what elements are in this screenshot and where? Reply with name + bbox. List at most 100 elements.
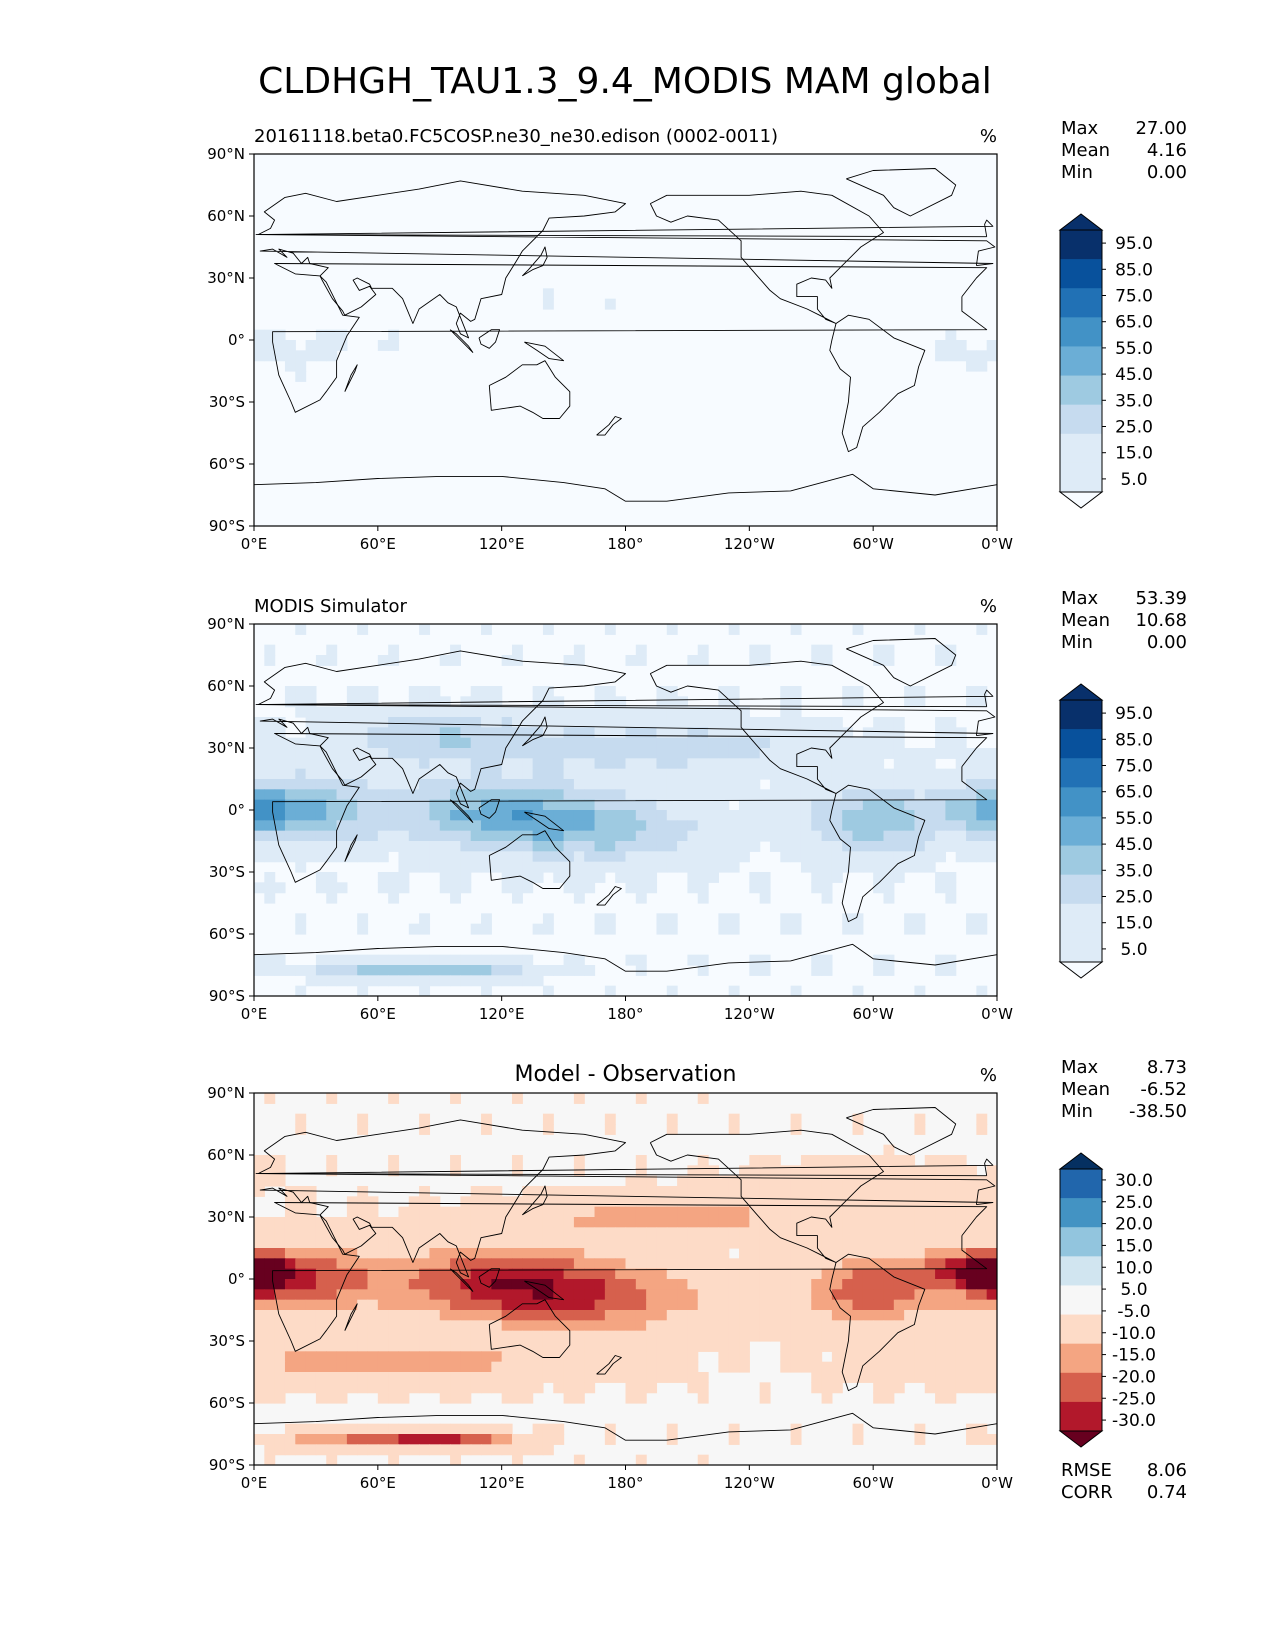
field-cell <box>326 768 338 780</box>
field-cell <box>604 1372 616 1383</box>
field-cell <box>718 861 730 873</box>
field-cell <box>398 1217 410 1228</box>
field-cell <box>935 1382 946 1394</box>
field-cell <box>346 1237 358 1249</box>
field-cell <box>326 841 338 852</box>
field-cell <box>687 1341 699 1352</box>
field-cell <box>439 1341 451 1352</box>
field-cell <box>604 1186 616 1197</box>
field-cell <box>326 882 338 894</box>
field-cell <box>625 810 637 821</box>
field-cell <box>594 1206 606 1218</box>
field-cell <box>305 1382 317 1394</box>
field-cell <box>295 737 307 749</box>
field-cell <box>460 758 472 770</box>
field-cell <box>739 1310 750 1321</box>
field-cell <box>635 882 647 894</box>
field-cell <box>481 913 492 925</box>
field-cell <box>553 1361 565 1373</box>
field-cell <box>615 1372 627 1383</box>
coastline <box>521 716 548 747</box>
field-cell <box>295 923 307 935</box>
field-cell <box>625 1330 637 1342</box>
field-cell <box>924 768 936 780</box>
field-cell <box>976 696 988 708</box>
field-cell <box>542 851 554 863</box>
field-cell <box>842 768 854 780</box>
field-cell <box>584 1248 596 1259</box>
field-cell <box>986 1248 997 1259</box>
field-cell <box>501 810 513 821</box>
field-cell <box>708 768 719 780</box>
field-cell <box>635 644 647 656</box>
field-cell <box>481 965 492 976</box>
field-cell <box>264 851 276 863</box>
stat-value: -6.52 <box>1140 1079 1187 1100</box>
field-cell <box>935 1217 946 1228</box>
field-cell <box>821 965 833 976</box>
field-cell <box>769 789 781 801</box>
field-cell <box>739 737 750 749</box>
field-cell <box>254 1310 265 1321</box>
field-cell <box>677 706 689 718</box>
field-cell <box>532 768 544 780</box>
field-cell <box>450 768 461 780</box>
field-cell <box>326 1372 338 1383</box>
field-cell <box>749 841 761 852</box>
field-cell <box>708 1268 719 1280</box>
field-cell <box>584 1186 596 1197</box>
field-cell <box>553 1248 565 1259</box>
field-cell <box>718 913 730 925</box>
x-tick-label: 60°E <box>360 1005 396 1023</box>
field-cell <box>656 810 668 821</box>
field-cell <box>966 1237 977 1249</box>
field-cell <box>842 1165 854 1177</box>
field-cell <box>460 789 472 801</box>
field-cell <box>935 830 946 842</box>
field-cell <box>697 965 709 976</box>
field-cell <box>914 1113 926 1125</box>
field-cell <box>419 1382 431 1394</box>
field-cell <box>780 1206 792 1218</box>
field-cell <box>749 1186 761 1197</box>
field-cell <box>522 1268 534 1280</box>
field-cell <box>759 1237 771 1249</box>
field-cell <box>274 758 286 770</box>
field-cell <box>759 1175 771 1187</box>
field-cell <box>945 1341 957 1352</box>
field-cell <box>305 1310 317 1321</box>
field-cell <box>800 1330 812 1342</box>
field-cell <box>470 1227 482 1239</box>
field-cell <box>728 1196 740 1208</box>
field-cell <box>573 799 585 811</box>
field-cell <box>945 1361 957 1373</box>
field-cell <box>398 830 410 842</box>
field-cell <box>862 1155 874 1166</box>
field-cell <box>759 655 771 666</box>
field-cell <box>955 1227 967 1239</box>
coastline <box>521 246 548 277</box>
field-cell <box>398 768 410 780</box>
field-cell <box>584 810 596 821</box>
field-cell <box>274 768 286 780</box>
field-cell <box>326 975 338 987</box>
field-cell <box>821 1206 833 1218</box>
field-cell <box>305 841 317 852</box>
field-cell <box>759 1279 771 1290</box>
field-cell <box>511 1196 523 1208</box>
field-cell <box>511 789 523 801</box>
field-cell <box>563 1196 575 1208</box>
field-cell <box>315 727 327 739</box>
field-cell <box>408 737 420 749</box>
field-cell <box>914 1372 926 1383</box>
field-cell <box>274 965 286 976</box>
field-cell <box>811 1165 823 1177</box>
field-cell <box>862 1341 874 1352</box>
field-cell <box>625 1361 637 1373</box>
field-cell <box>398 954 410 966</box>
field-cell <box>873 1186 885 1197</box>
field-cell <box>439 1392 451 1404</box>
field-cell <box>594 1299 606 1311</box>
field-cell <box>419 841 431 852</box>
field-cell <box>501 655 513 666</box>
